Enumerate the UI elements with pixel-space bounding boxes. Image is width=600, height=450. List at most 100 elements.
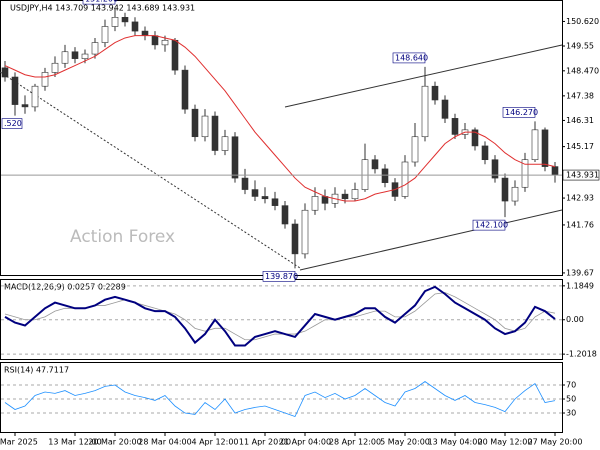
- x-tick-label: 13 May 04:00: [428, 438, 483, 447]
- candle-body: [451, 118, 459, 135]
- candle-body: [91, 42, 99, 55]
- candle-body: [131, 21, 139, 32]
- indicator-line: [4, 35, 556, 202]
- price-label: 146.270: [505, 108, 538, 117]
- candle-body: [241, 177, 249, 190]
- candle-body: [311, 196, 319, 211]
- candle-body: [261, 196, 269, 200]
- x-tick-label: 21 Apr 04:00: [279, 438, 331, 447]
- candle-body: [221, 136, 229, 151]
- x-tick-label: 6 Mar 2025: [0, 438, 38, 447]
- candle-body: [431, 85, 439, 101]
- candle-body: [101, 26, 109, 43]
- candle-body: [161, 39, 169, 46]
- price-label-box: [262, 271, 296, 282]
- candle-body: [41, 72, 49, 87]
- price-label: 148.640: [395, 53, 428, 62]
- y-tick-label: 0.00: [566, 315, 584, 324]
- candle-body: [51, 62, 59, 73]
- candle-body: [1, 67, 9, 78]
- x-tick-label: 5 May 20:00: [380, 438, 430, 447]
- candle-body: [291, 223, 299, 255]
- candle-body: [351, 189, 359, 200]
- candle-body: [271, 198, 279, 206]
- candle-body: [541, 129, 549, 167]
- y-tick-label: 146.31: [566, 116, 594, 125]
- candle-body: [401, 161, 409, 197]
- price-label: .520: [4, 119, 22, 128]
- candle-body: [491, 159, 499, 179]
- y-tick-label: 30: [566, 409, 576, 418]
- x-tick-label: 20 May 12:00: [478, 438, 533, 447]
- rsi-pane: [0, 362, 563, 433]
- macd-title: MACD(12,26,9) 0.0257 0.2289: [4, 283, 126, 292]
- price-label-box: [502, 107, 536, 118]
- y-tick-label: 145.17: [566, 142, 594, 151]
- price-label-box: [82, 0, 116, 5]
- candle-body: [551, 166, 559, 176]
- y-tick-label: 142.93: [566, 194, 594, 203]
- y-tick-label: 147.38: [566, 91, 594, 100]
- x-tick-label: 28 Apr 12:00: [329, 438, 381, 447]
- candle-body: [121, 17, 129, 23]
- watermark: Action Forex: [70, 227, 175, 247]
- candle-body: [521, 159, 529, 188]
- candle-body: [181, 69, 189, 110]
- y-tick-label: 50: [566, 395, 576, 404]
- candle-body: [111, 17, 119, 27]
- y-tick-label: 141.76: [566, 220, 594, 229]
- price-label: 151.200: [85, 0, 118, 4]
- candle-body: [21, 104, 29, 108]
- candle-body: [531, 129, 539, 161]
- candle-body: [251, 189, 259, 197]
- candle-body: [421, 85, 429, 138]
- price-label-box: [392, 52, 426, 64]
- candle-body: [381, 168, 389, 183]
- x-tick-label: 28 Mar 04:00: [138, 438, 191, 447]
- candle-body: [471, 129, 479, 147]
- candle-body: [171, 39, 179, 71]
- price-label: 139.870: [265, 272, 298, 281]
- last-price-box: [562, 169, 600, 181]
- y-tick-label: 148.470: [566, 66, 599, 75]
- indicator-line: [4, 285, 556, 347]
- candle-body: [411, 136, 419, 163]
- candle-body: [211, 115, 219, 151]
- channel-upper: [284, 44, 563, 108]
- y-tick-label: 150.620: [566, 17, 599, 26]
- x-tick-label: 20 Mar 20:00: [88, 438, 141, 447]
- y-tick-label: -1.2018: [566, 350, 597, 359]
- candle-body: [281, 205, 289, 225]
- candle-body: [71, 51, 79, 59]
- channel-lower: [299, 209, 563, 271]
- rsi-title: RSI(14) 47.7117: [4, 366, 69, 375]
- y-tick-label: 70: [566, 380, 576, 389]
- price-label-box: [472, 219, 506, 231]
- candle-body: [141, 30, 149, 36]
- candle-body: [201, 115, 209, 138]
- candle-body: [441, 99, 449, 119]
- price-label: 142.100: [475, 221, 508, 230]
- x-tick-label: 11 Apr 20:00: [239, 438, 291, 447]
- candle-body: [31, 85, 39, 108]
- candle-body: [231, 136, 239, 179]
- candle-body: [321, 196, 329, 204]
- candle-body: [501, 177, 509, 202]
- candle-body: [481, 145, 489, 161]
- price-label-box: [1, 118, 23, 129]
- candle-body: [301, 209, 309, 255]
- x-tick-label: 27 May 20:00: [528, 438, 583, 447]
- candle-body: [341, 193, 349, 200]
- y-tick-label: 149.55: [566, 42, 594, 51]
- candle-body: [61, 51, 69, 64]
- x-tick-label: 13 Mar 12:00: [48, 438, 101, 447]
- last-price-label: 143.931: [566, 171, 599, 180]
- candle-body: [151, 35, 159, 46]
- y-tick-label: 1.1849: [566, 281, 594, 290]
- macd-pane: [0, 279, 563, 360]
- chart-title: USDJPY,H4 143.709 143.942 143.689 143.93…: [10, 4, 195, 13]
- indicator-line: [4, 381, 556, 418]
- y-tick-label: 139.67: [566, 268, 594, 277]
- candle-body: [191, 108, 199, 138]
